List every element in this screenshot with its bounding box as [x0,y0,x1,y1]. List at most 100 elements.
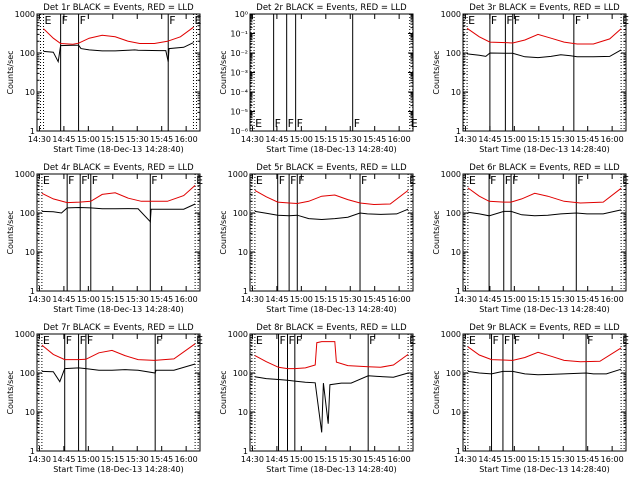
x-tick-label: 15:15 [101,295,124,304]
x-tick-label: 15:00 [290,135,313,144]
x-tick-label: 15:15 [101,455,124,464]
x-axis-label: Start Time (18-Dec-13 14:28:40) [53,145,184,154]
flag-label: F [361,174,367,187]
flag-label: F [506,14,512,27]
x-tick-label: 15:30 [552,295,575,304]
series-lld [467,346,622,363]
y-tick-label: 10⁻² [230,49,248,58]
y-axis-label: Counts/sec [219,210,228,254]
y-axis-label: Counts/sec [219,50,228,94]
flag-label: F [156,334,162,347]
x-tick-label: 16:00 [388,455,411,464]
x-tick-label: 15:45 [150,295,173,304]
x-axis-label: Start Time (18-Dec-13 14:28:40) [53,465,184,474]
x-tick-label: 15:15 [101,135,124,144]
flag-label: F [296,334,302,347]
panel-9: Det 9r BLACK = Events, RED = LLDEFFFFE11… [432,323,629,474]
plot-frame [36,13,201,132]
flag-label: F [512,174,518,187]
plot-frame [249,13,414,132]
y-tick-label: 100 [20,369,35,378]
flag-label: E [45,14,52,27]
panel-7: Det 7r BLACK = Events, RED = LLDEFFFFE11… [6,323,203,474]
flag-label: F [87,334,93,347]
plot-frame [249,333,414,452]
y-tick-label: 10⁻⁵ [230,108,248,117]
flag-label: F [62,14,68,27]
y-tick-label: 1 [30,127,35,136]
plot-frame [462,13,627,132]
x-tick-label: 14:30 [241,135,264,144]
flag-label: E [468,14,475,27]
x-tick-label: 15:15 [527,455,550,464]
x-tick-label: 16:00 [175,135,198,144]
x-tick-label: 14:45 [265,455,288,464]
y-tick-label: 1 [243,287,248,296]
x-tick-label: 15:45 [150,455,173,464]
flag-label: F [354,117,360,130]
series-events [467,209,622,217]
flag-label: F [297,117,303,130]
x-axis-label: Start Time (18-Dec-13 14:28:40) [266,305,397,314]
flag-label: E [469,334,476,347]
y-tick-label: 10⁰ [235,10,248,19]
y-tick-label: 10 [25,408,35,417]
panel-3: Det 3r BLACK = Events, RED = LLDEFFFFE11… [432,3,629,154]
flag-label: F [280,334,286,347]
x-tick-label: 15:00 [503,135,526,144]
panel-title: Det 9r BLACK = Events, RED = LLD [469,323,620,333]
x-tick-label: 14:30 [28,455,51,464]
plot-frame [36,173,201,292]
x-tick-label: 15:00 [290,455,313,464]
x-tick-label: 16:00 [601,135,624,144]
flag-label: F [275,117,281,130]
x-tick-label: 15:15 [527,295,550,304]
plot-frame [462,333,627,452]
panel-title: Det 8r BLACK = Events, RED = LLD [256,323,407,333]
panel-title: Det 6r BLACK = Events, RED = LLD [469,163,620,173]
y-tick-label: 10⁻⁶ [230,127,248,136]
flag-label: F [290,174,296,187]
x-tick-label: 14:45 [265,295,288,304]
flag-label: F [80,14,86,27]
y-tick-label: 1 [456,447,461,456]
y-tick-label: 100 [20,49,35,58]
series-lld [43,26,194,45]
flag-label: E [256,174,263,187]
x-tick-label: 14:30 [454,455,477,464]
x-tick-label: 16:00 [601,295,624,304]
x-tick-label: 14:45 [478,295,501,304]
x-axis-label: Start Time (18-Dec-13 14:28:40) [266,465,397,474]
y-tick-label: 1000 [15,330,35,339]
flag-label: F [298,174,304,187]
x-axis-label: Start Time (18-Dec-13 14:28:40) [479,465,610,474]
y-tick-label: 1 [30,287,35,296]
x-tick-label: 15:45 [576,135,599,144]
y-tick-label: 10⁻¹ [230,30,248,39]
y-tick-label: 100 [446,209,461,218]
y-axis-label: Counts/sec [219,370,228,414]
x-tick-label: 16:00 [601,455,624,464]
x-tick-label: 14:30 [454,295,477,304]
x-tick-label: 15:45 [363,135,386,144]
x-tick-label: 15:30 [126,455,149,464]
x-tick-label: 15:30 [339,135,362,144]
flag-label: F [66,334,72,347]
y-tick-label: 10 [238,408,248,417]
x-axis-label: Start Time (18-Dec-13 14:28:40) [53,305,184,314]
series-events [254,208,409,221]
y-tick-label: 1000 [15,170,35,179]
x-tick-label: 14:45 [52,455,75,464]
y-tick-label: 10 [451,248,461,257]
y-tick-label: 1000 [15,10,35,19]
flag-label: E [469,174,476,187]
flag-label: F [587,334,593,347]
flag-label: F [514,14,520,27]
panel-title: Det 3r BLACK = Events, RED = LLD [469,3,620,13]
x-tick-label: 15:00 [77,295,100,304]
series-lld [467,187,622,204]
flag-label: E [256,334,263,347]
x-tick-label: 14:30 [454,135,477,144]
flag-label: E [411,117,418,130]
panel-4: Det 4r BLACK = Events, RED = LLDEFFFFE11… [6,163,203,314]
